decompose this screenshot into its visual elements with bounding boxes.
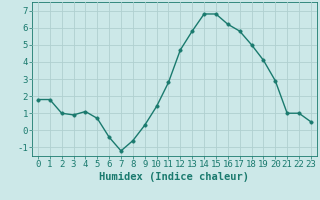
X-axis label: Humidex (Indice chaleur): Humidex (Indice chaleur) [100, 172, 249, 182]
